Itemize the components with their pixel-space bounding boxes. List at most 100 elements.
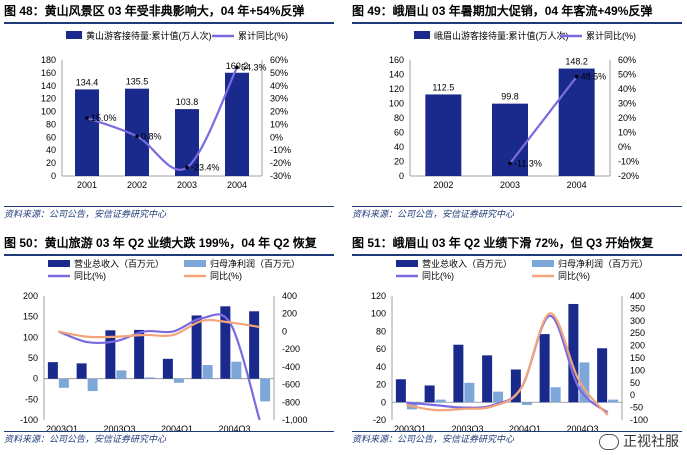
legend-label: 峨眉山游客接待量:累计值(万人次) xyxy=(434,30,569,41)
legend-label: 归母净利润（百万元） xyxy=(558,258,648,269)
series-line xyxy=(86,66,238,171)
y-tick-label: 100 xyxy=(23,332,38,342)
y-tick-label: 80 xyxy=(46,119,56,129)
x-tick-label: 2003 xyxy=(500,180,520,190)
chart-title: 图 51：峨眉山 03 年 Q2 业绩下滑 72%，但 Q3 开始恢复 xyxy=(352,236,654,250)
y2-tick-label: 50% xyxy=(618,70,636,80)
y2-tick-label: -600 xyxy=(282,380,300,390)
line-value-label: 0.8% xyxy=(141,131,162,141)
x-tick-label: 2001 xyxy=(77,180,97,190)
bar xyxy=(260,378,271,402)
bar xyxy=(162,358,173,379)
bar xyxy=(435,399,446,403)
legend-swatch xyxy=(66,31,82,39)
y2-tick-label: 0% xyxy=(618,142,631,152)
y-tick-label: -100 xyxy=(20,415,38,425)
bar xyxy=(550,387,561,403)
y2-tick-label: -10% xyxy=(618,157,639,167)
y-tick-label: 20 xyxy=(46,158,56,168)
panel-fig48: 图 48：黄山风景区 03 年受非典影响大，04 年+54%反弹 0 20 40 60… xyxy=(4,0,334,220)
bar xyxy=(249,311,260,379)
bar xyxy=(231,361,242,379)
panel-fig50: 图 50：黄山旅游 03 年 Q2 业绩大跌 199%，04 年 Q2 恢复 -… xyxy=(4,232,334,452)
y2-tick-label: -200 xyxy=(282,344,300,354)
y2-tick-label: 20% xyxy=(270,107,288,117)
line-point xyxy=(508,161,512,166)
y-tick-label: 0 xyxy=(381,397,386,407)
series-line xyxy=(509,76,578,165)
y-tick-label: -50 xyxy=(25,394,38,404)
bar-value-label: 103.8 xyxy=(176,97,199,107)
y2-tick-label: 60% xyxy=(618,55,636,65)
legend-label: 营业总收入（百万元） xyxy=(74,258,164,269)
bar xyxy=(75,89,99,176)
y2-tick-label: 350 xyxy=(630,303,645,313)
y-tick-label: 40 xyxy=(376,362,386,372)
y2-tick-label: -20% xyxy=(270,158,291,168)
y2-tick-label: 10% xyxy=(270,119,288,129)
chart-50: -100 -50 0 50 100 150 200 -1,000 -800 -600 -400 -20… xyxy=(20,258,308,432)
y2-tick-label: -30% xyxy=(270,171,291,181)
y-tick-label: 0 xyxy=(51,171,56,181)
x-tick-label: 2002 xyxy=(127,180,147,190)
legend-label: 营业总收入（百万元） xyxy=(422,258,512,269)
legend-label: 同比(%) xyxy=(74,270,106,281)
legend-label: 同比(%) xyxy=(558,270,590,281)
chart-49: 0 20 40 60 80 100 120 140 160 -20% -10% 0% 10% 20% 30%… xyxy=(389,30,639,190)
legend-swatch xyxy=(396,260,418,267)
legend-swatch xyxy=(532,260,554,267)
y2-tick-label: 250 xyxy=(630,328,645,338)
bar xyxy=(191,315,202,379)
y-tick-label: 150 xyxy=(23,312,38,322)
bar xyxy=(175,109,199,176)
y-tick-label: 100 xyxy=(41,107,56,117)
title-rule xyxy=(4,254,334,256)
bar xyxy=(425,94,462,176)
y-tick-label: 160 xyxy=(41,68,56,78)
y-tick-label: 120 xyxy=(389,84,404,94)
y-tick-label: 200 xyxy=(23,291,38,301)
y-tick-label: 80 xyxy=(394,113,404,123)
bar xyxy=(58,378,69,388)
bar xyxy=(202,365,213,379)
line-point xyxy=(185,165,189,170)
bar xyxy=(568,303,579,403)
y2-tick-label: 200 xyxy=(282,309,297,319)
source-rule xyxy=(352,431,682,432)
line-point xyxy=(85,116,89,120)
legend-swatch xyxy=(184,260,206,267)
bar xyxy=(558,68,595,176)
x-tick-label: 2003Q3 xyxy=(451,424,483,432)
y-tick-label: 60 xyxy=(376,344,386,354)
y-tick-label: 120 xyxy=(41,94,56,104)
x-tick-label: 2004 xyxy=(227,180,247,190)
y2-tick-label: -10% xyxy=(270,145,291,155)
y2-tick-label: -100 xyxy=(630,415,648,425)
bar xyxy=(539,334,550,403)
bar xyxy=(105,330,116,379)
watermark-text: 正视社服 xyxy=(623,434,679,450)
x-tick-label: 2004Q1 xyxy=(161,424,193,432)
bar-value-label: 112.5 xyxy=(432,82,454,92)
x-tick-label: 2003Q1 xyxy=(46,424,78,432)
y-tick-label: 40 xyxy=(46,145,56,155)
wechat-icon xyxy=(599,434,619,450)
y-tick-label: 60 xyxy=(46,132,56,142)
source-note: 资料来源：公司公告，安信证券研究中心 xyxy=(352,209,515,219)
bar xyxy=(173,378,184,383)
x-tick-label: 2003Q3 xyxy=(103,424,135,432)
y2-tick-label: 0 xyxy=(282,326,287,336)
y-tick-label: 0 xyxy=(399,171,404,181)
y2-tick-label: 50 xyxy=(630,378,640,388)
y-tick-label: 140 xyxy=(41,81,56,91)
legend-label: 归母净利润（百万元） xyxy=(210,258,300,269)
panel-fig51: 图 51：峨眉山 03 年 Q2 业绩下滑 72%，但 Q3 开始恢复 -20 0… xyxy=(352,232,682,452)
bar xyxy=(424,385,435,403)
y2-tick-label: -50 xyxy=(630,403,643,413)
y2-tick-label: 400 xyxy=(630,291,645,301)
bar xyxy=(134,329,145,379)
x-tick-label: 2003Q1 xyxy=(394,424,426,432)
watermark: 正视社服 xyxy=(599,431,679,451)
y-tick-label: 0 xyxy=(33,374,38,384)
y2-tick-label: 300 xyxy=(630,316,645,326)
